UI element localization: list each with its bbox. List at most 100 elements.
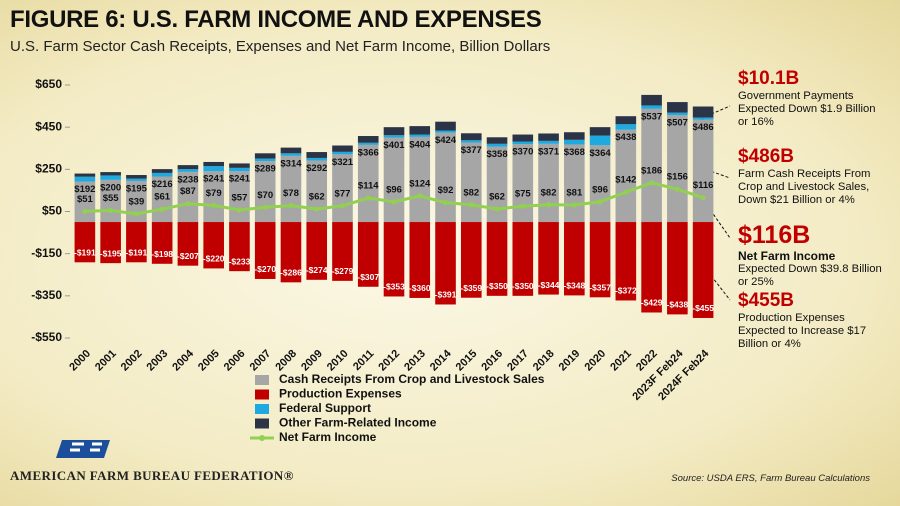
bar (254, 153, 276, 159)
y-tick-label: $450 (35, 119, 62, 133)
bar (177, 165, 199, 170)
data-label: -$344 (538, 280, 560, 290)
data-label: $404 (409, 139, 431, 150)
data-label: $292 (306, 163, 327, 174)
point (314, 206, 320, 212)
data-label: $368 (564, 147, 585, 158)
legend-swatch (259, 435, 265, 441)
data-label: $401 (383, 140, 405, 151)
bar (667, 102, 688, 113)
data-label: $241 (229, 174, 251, 185)
data-label: -$429 (641, 298, 663, 308)
data-label: $82 (541, 187, 557, 198)
annotation-headline: $486B (738, 146, 794, 167)
bar (306, 152, 328, 158)
bar (589, 222, 611, 298)
bar (667, 222, 688, 315)
annotation-headline: $10.1B (738, 68, 800, 89)
bar (460, 140, 482, 143)
legend-swatch (255, 375, 269, 385)
bar (126, 178, 147, 181)
data-label: $124 (409, 178, 431, 189)
bar (357, 136, 379, 143)
x-tick-label: 2001 (93, 348, 119, 374)
bar (435, 132, 456, 223)
data-label: $377 (461, 145, 482, 156)
data-label: -$360 (409, 283, 431, 293)
bar (512, 222, 534, 296)
point (82, 208, 88, 214)
data-label: $55 (103, 193, 120, 204)
legend-label: Federal Support (279, 401, 371, 415)
point (159, 206, 165, 212)
bar (306, 160, 328, 223)
legend-label: Net Farm Income (279, 430, 377, 444)
point (133, 211, 139, 217)
data-label: $75 (515, 189, 532, 200)
data-label: -$307 (357, 272, 379, 282)
bar (589, 127, 611, 136)
bar (615, 129, 637, 223)
bar (151, 172, 173, 177)
x-tick-label: 2016 (479, 348, 505, 374)
data-label: -$191 (74, 248, 96, 258)
x-tick-label: 2010 (325, 348, 351, 374)
point (108, 207, 114, 214)
bar (177, 169, 199, 172)
bar (100, 172, 121, 176)
bar (203, 161, 224, 167)
bar (435, 130, 456, 133)
bar (203, 171, 224, 223)
bar (254, 158, 276, 162)
bar (203, 166, 224, 172)
bar (641, 94, 662, 106)
title: FIGURE 6: U.S. FARM INCOME AND EXPENSES (10, 6, 542, 33)
annotation: $10.1B Government Payments Expected Down … (738, 68, 888, 129)
bar (409, 222, 431, 298)
bar (615, 222, 637, 301)
bar (538, 222, 559, 295)
data-label: $195 (126, 183, 148, 194)
bar (512, 141, 534, 145)
bar (564, 144, 585, 223)
bar (100, 222, 121, 264)
data-label: -$350 (486, 281, 508, 291)
annotation-text: Government Payments Expected Down $1.9 B… (738, 90, 876, 128)
bar (203, 222, 224, 269)
point (649, 180, 655, 186)
data-label: $70 (257, 190, 273, 201)
legend-label: Other Farm-Related Income (279, 416, 437, 430)
data-label: -$455 (692, 303, 714, 313)
data-label: -$357 (589, 283, 611, 293)
data-label: $192 (74, 184, 95, 195)
legend-swatch (255, 418, 269, 429)
bar (667, 115, 688, 223)
bar (486, 146, 508, 223)
bar (280, 147, 302, 154)
bar (692, 222, 714, 318)
annotation-subhead: Net Farm Income (738, 249, 836, 263)
data-label: $57 (232, 193, 248, 204)
bar (692, 117, 714, 120)
bar (486, 143, 508, 147)
bar (641, 222, 662, 313)
bar (177, 222, 199, 266)
data-label: -$191 (126, 248, 148, 258)
data-label: -$198 (151, 249, 173, 259)
bar (486, 137, 508, 144)
data-label: $241 (203, 174, 225, 185)
data-label: $114 (358, 181, 379, 192)
bar (538, 143, 559, 223)
y-tick-label: $50 (42, 204, 62, 218)
x-tick-label: 2003 (145, 348, 171, 374)
x-tick-label: 2007 (248, 348, 274, 374)
y-tick-label: -$550 (31, 330, 62, 344)
point (623, 189, 629, 195)
data-label: $96 (592, 184, 608, 195)
x-tick-label: 2000 (67, 348, 93, 374)
data-label: $78 (283, 188, 299, 199)
subtitle: U.S. Farm Sector Cash Receipts, Expenses… (10, 38, 551, 55)
bar (100, 175, 121, 180)
point (520, 203, 526, 209)
data-label: $507 (667, 118, 688, 129)
